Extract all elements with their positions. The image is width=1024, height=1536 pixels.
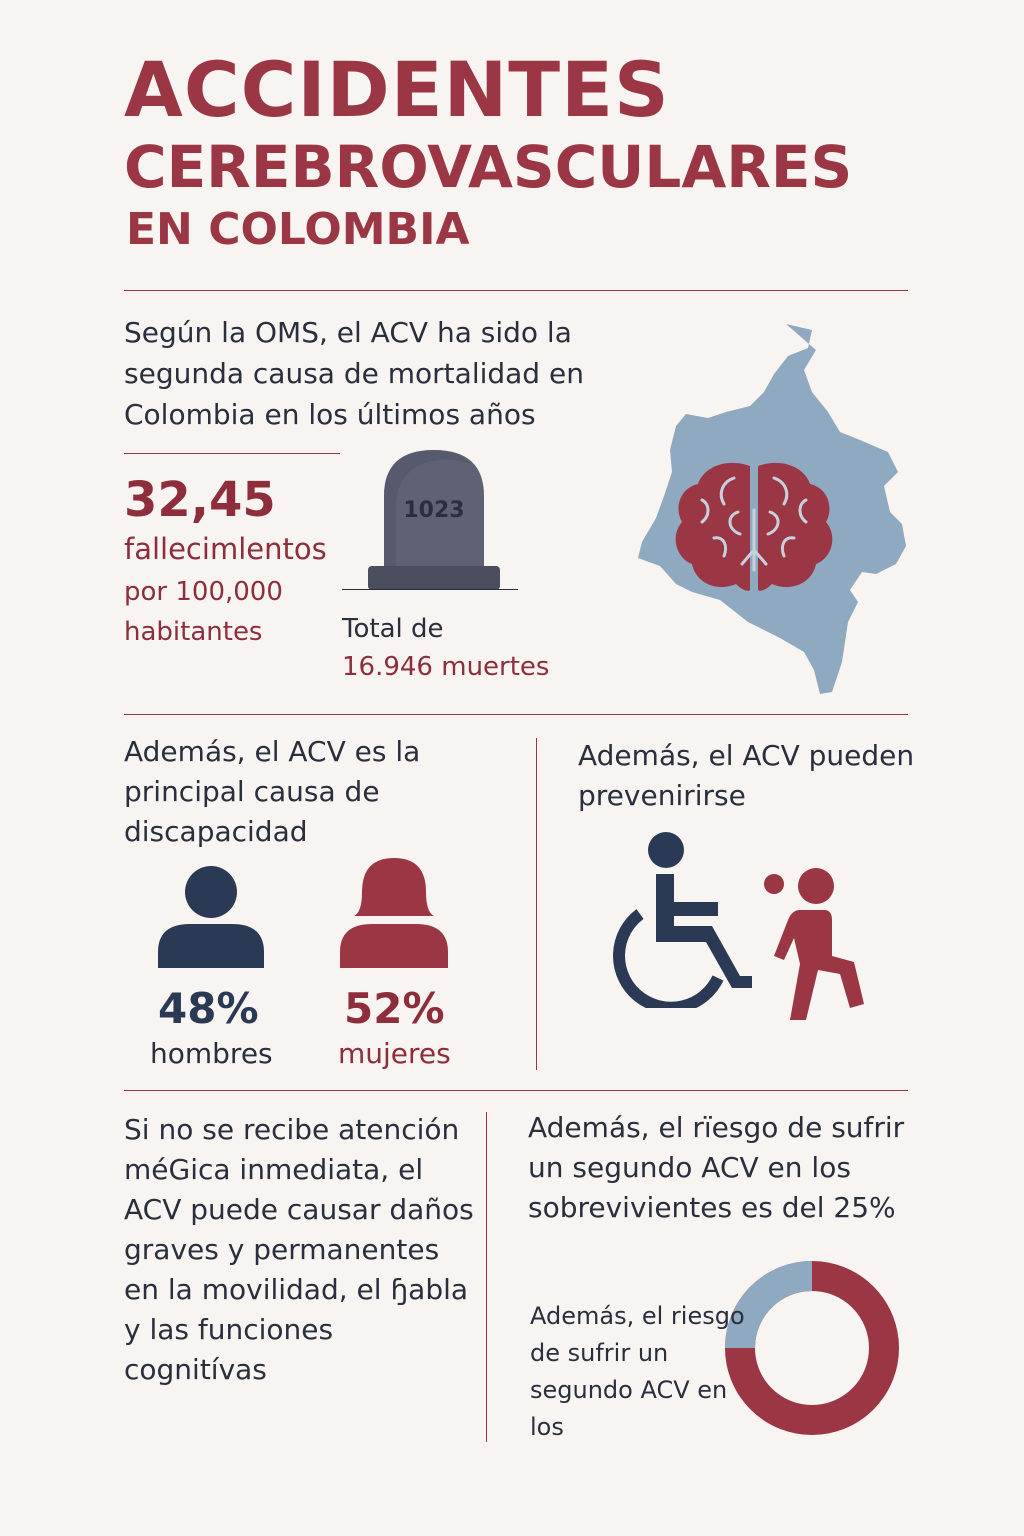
brain-icon <box>675 462 833 591</box>
title-line2: CEREBROVASCULARES <box>124 133 853 201</box>
man-icon <box>158 866 264 968</box>
title-line1: ACCIDENTES <box>124 45 670 134</box>
divider-vertical-2 <box>486 1112 487 1442</box>
walking-person-icon <box>764 868 864 1020</box>
men-percent: 48% <box>158 984 259 1033</box>
prevention-text: Además, el ACV pueden prevenirirse <box>578 739 915 812</box>
recurrence-text: Además, el rïesgo de sufrir un segundo A… <box>528 1111 905 1224</box>
women-label: mujeres <box>338 1037 451 1070</box>
tombstone-number: 1023 <box>403 498 465 523</box>
divider-short <box>124 453 340 454</box>
divider-middle <box>124 714 908 715</box>
risk-donut-chart <box>725 1261 899 1435</box>
mortality-rate-per: por 100,000 habitantes <box>124 577 283 647</box>
damage-text: Si no se recibe atención méGica inmediat… <box>124 1113 474 1386</box>
woman-icon <box>340 858 448 968</box>
women-percent: 52% <box>344 984 445 1033</box>
tombstone-icon <box>368 450 500 590</box>
mortality-rate-unit: fallecimlentos <box>124 532 327 566</box>
divider-vertical-1 <box>536 738 537 1070</box>
colombia-map-icon <box>638 324 906 694</box>
men-label: hombres <box>150 1037 273 1070</box>
total-deaths-value: 16.946 muertes <box>342 652 550 682</box>
disability-text: Además, el ACV es la principal causa de … <box>124 735 421 848</box>
mortality-lead-text: Según la OMS, el ACV ha sido la segunda … <box>124 316 584 431</box>
total-deaths-label: Total de <box>342 614 444 644</box>
mortality-rate-value: 32,45 <box>124 472 276 528</box>
wheelchair-icon <box>613 832 752 1008</box>
tombstone-ground-line <box>342 589 518 590</box>
donut-risk-slice <box>725 1261 813 1349</box>
divider-bottom <box>124 1090 908 1091</box>
divider-top <box>124 290 908 291</box>
donut-text: Además, el riesgo de sufrir un segundo A… <box>530 1302 745 1441</box>
title-line3: EN COLOMBIA <box>126 204 470 255</box>
